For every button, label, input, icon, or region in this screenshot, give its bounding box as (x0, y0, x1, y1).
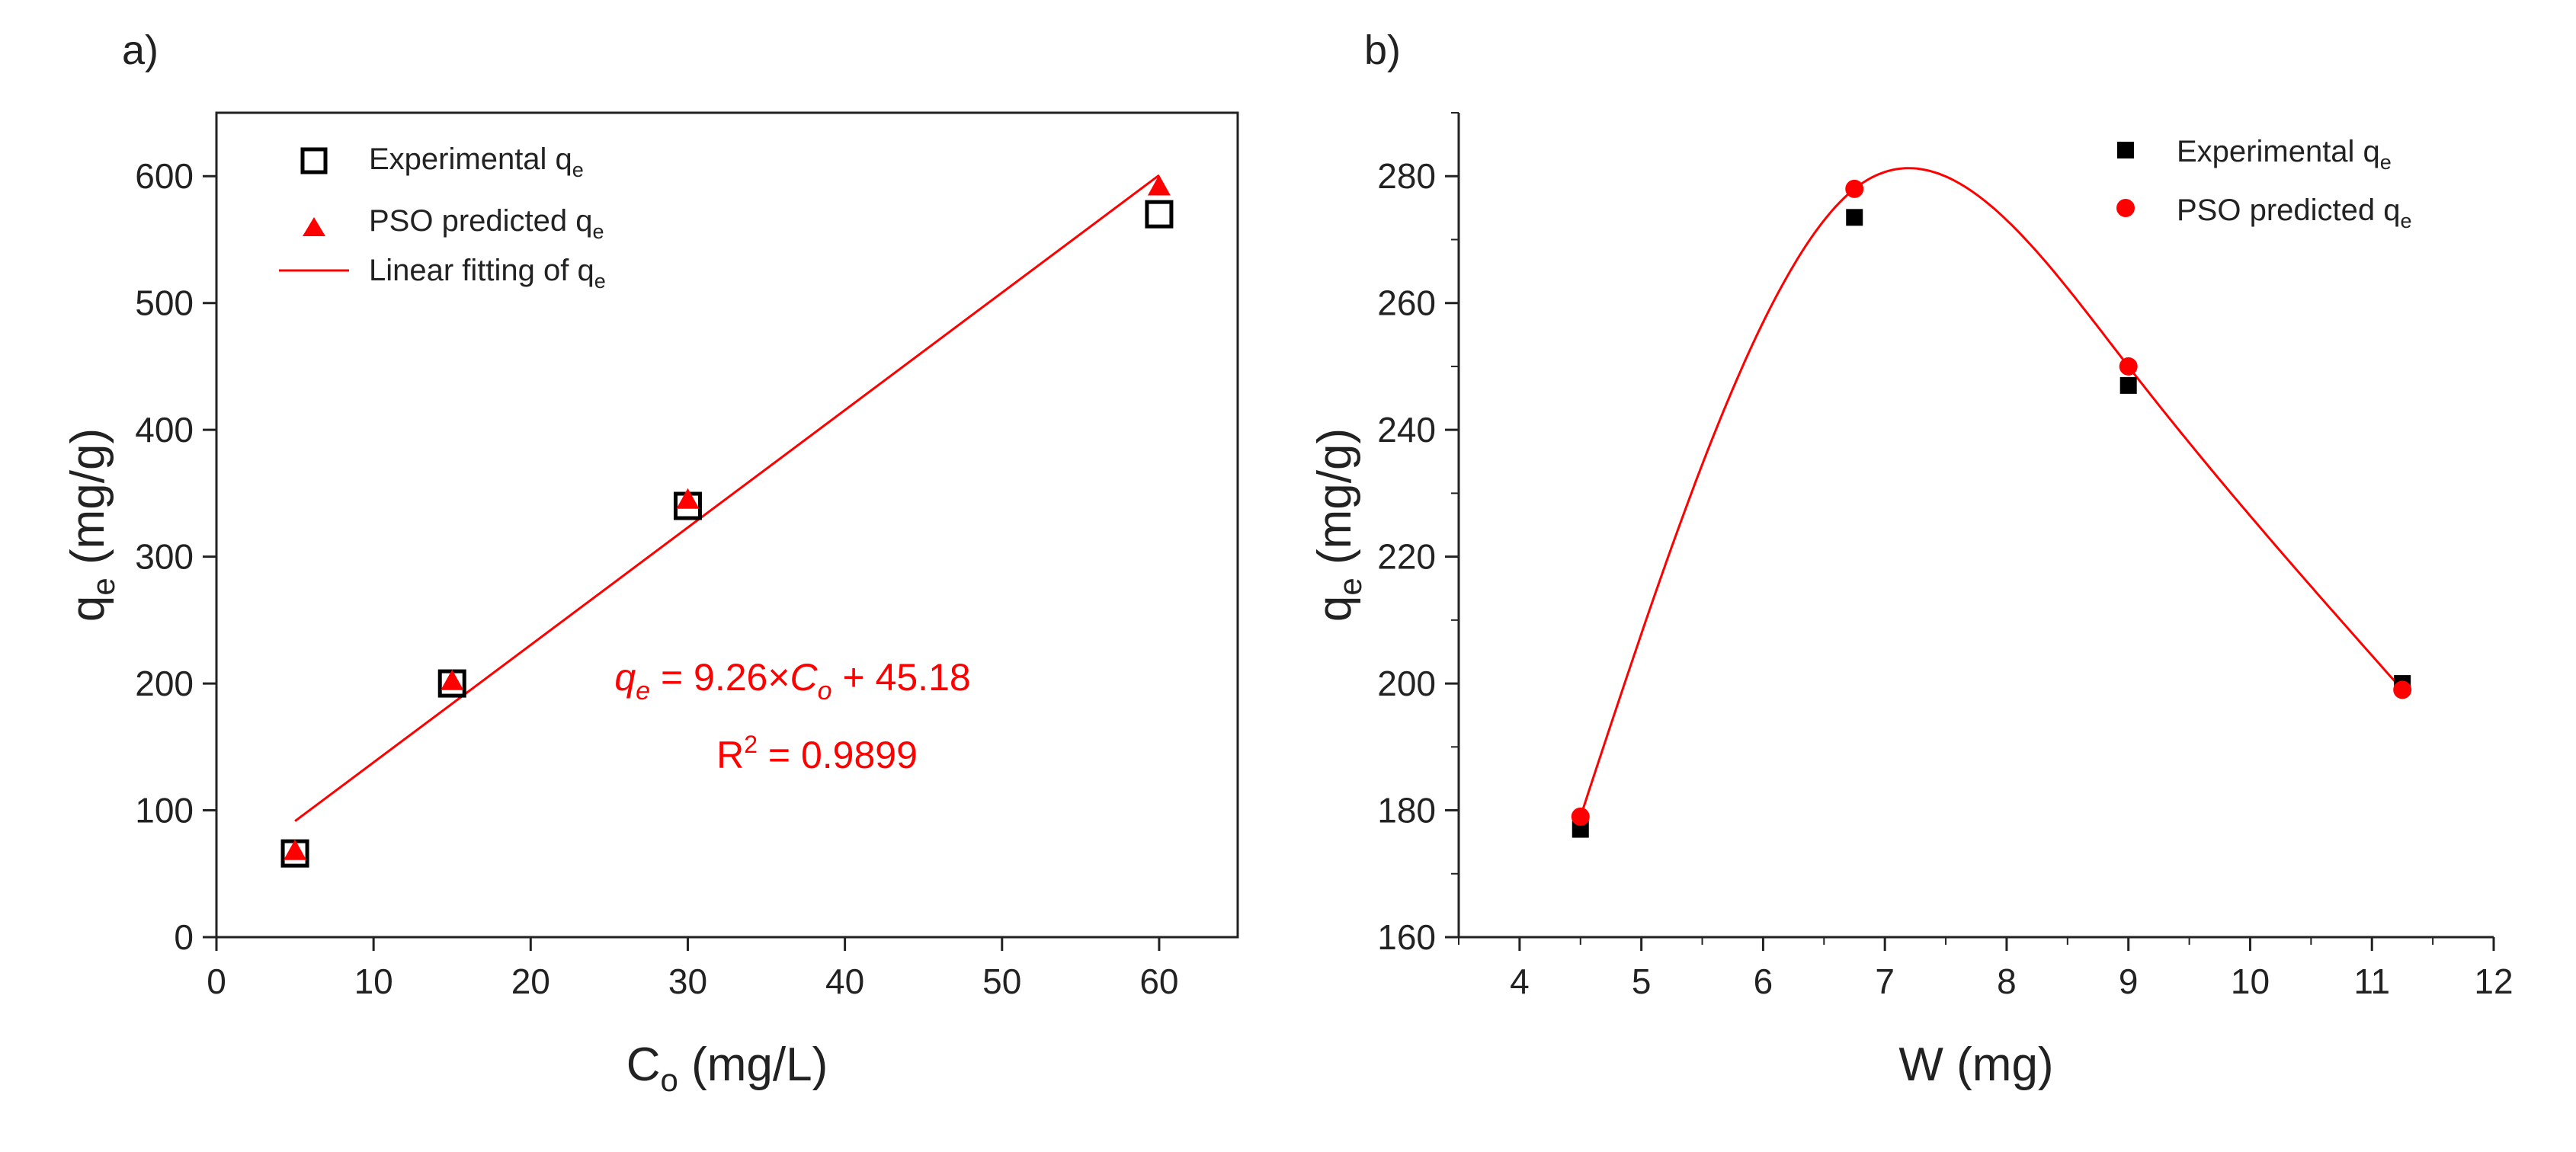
x-axis-b: 4 5 6 7 8 9 10 11 12 (1458, 937, 2514, 1001)
legend-marker-pso-b (2116, 199, 2135, 217)
point-b-experimental-2 (2119, 376, 2137, 394)
y-tick-label-b-3: 220 (1377, 537, 1436, 577)
legend-label-experimental-a: Experimental qe (369, 142, 584, 181)
x-tick-label-b-5: 9 (2119, 962, 2139, 1001)
point-b-experimental-0 (1572, 821, 1589, 838)
y-tick-label-a-1: 100 (135, 791, 194, 830)
point-b-pso-2 (2119, 357, 2138, 376)
y-tick-label-b-2: 200 (1377, 664, 1436, 703)
point-a-experimental-3 (1145, 200, 1174, 229)
y-tick-label-b-6: 280 (1377, 156, 1436, 196)
y-tick-label-b-5: 260 (1377, 283, 1436, 323)
y-tick-label-a-6: 600 (135, 156, 194, 196)
y-axis-a: 0 100 200 300 400 500 600 (135, 156, 216, 957)
y-tick-label-a-4: 400 (135, 410, 194, 450)
point-a-pso-3 (1147, 174, 1171, 196)
x-tick-label-b-6: 10 (2231, 962, 2270, 1001)
point-a-pso-1 (441, 669, 464, 690)
legend-marker-experimental-b (2117, 142, 2134, 158)
x-tick-label-b-3: 7 (1875, 962, 1895, 1001)
y-tick-label-b-0: 160 (1377, 917, 1436, 957)
fit-curve (1579, 167, 2404, 818)
point-a-pso-0 (284, 839, 307, 860)
legend-b: Experimental qe PSO predicted qe (2116, 135, 2412, 232)
x-tick-label-a-2: 20 (511, 962, 550, 1001)
data-points-a (280, 174, 1174, 868)
plot-frame-a (215, 111, 1239, 939)
y-tick-label-a-5: 500 (135, 283, 194, 323)
x-tick-label-b-4: 8 (1997, 962, 2017, 1001)
x-tick-label-a-6: 60 (1139, 962, 1178, 1001)
y-axis-b: 160 180 200 220 240 260 280 (1377, 112, 1459, 957)
fit-curve-b (1579, 167, 2404, 818)
x-tick-label-b-1: 5 (1632, 962, 1652, 1001)
x-tick-label-a-3: 30 (668, 962, 707, 1001)
point-a-pso-2 (676, 488, 700, 509)
panel-a: a) 0 10 20 30 40 50 60 0 100 200 300 400 500 600 Co … (62, 27, 1239, 1098)
data-points-b (1571, 179, 2412, 838)
y-tick-label-a-0: 0 (174, 917, 194, 957)
point-b-experimental-1 (1846, 209, 1863, 226)
r-squared-a: R2 = 0.9899 (716, 731, 918, 776)
legend-label-experimental-b: Experimental qe (2177, 135, 2392, 174)
y-tick-label-a-3: 300 (135, 537, 194, 577)
x-tick-label-a-4: 40 (825, 962, 864, 1001)
fit-equation-a: qe = 9.26×Co + 45.18 (614, 656, 970, 706)
x-axis-label-b: W (mg) (1898, 1038, 2053, 1091)
legend-marker-pso-a (303, 217, 325, 236)
x-tick-label-b-8: 12 (2474, 962, 2513, 1001)
legend-label-pso-a: PSO predicted qe (369, 204, 604, 243)
fit-line (294, 174, 1160, 822)
legend-marker-experimental-a (300, 147, 328, 174)
x-tick-label-b-2: 6 (1754, 962, 1773, 1001)
point-b-pso-0 (1571, 807, 1590, 826)
legend-a: Experimental qe PSO predicted qe Linear … (279, 142, 606, 293)
y-tick-label-b-1: 180 (1377, 791, 1436, 830)
x-axis-label-a: Co (mg/L) (626, 1038, 828, 1098)
fit-line-a (294, 174, 1160, 822)
y-axis-label-b: qe (mg/g) (1309, 428, 1368, 622)
x-axis-a: 0 10 20 30 40 50 60 (207, 937, 1179, 1001)
x-tick-label-a-0: 0 (207, 962, 226, 1001)
y-axis-label-a: qe (mg/g) (62, 428, 121, 622)
x-tick-label-b-7: 11 (2353, 962, 2390, 1001)
point-b-pso-1 (1845, 179, 1864, 198)
panel-b: b) 4 5 6 7 8 9 10 11 12 160 180 200 220 240 260 280 W … (1309, 27, 2514, 1091)
x-tick-label-a-5: 50 (982, 962, 1021, 1001)
y-tick-label-b-4: 240 (1377, 410, 1436, 450)
point-b-pso-3 (2393, 680, 2412, 699)
x-tick-label-a-1: 10 (354, 962, 393, 1001)
panel-label-b: b) (1364, 27, 1401, 73)
legend-label-fit-a: Linear fitting of qe (369, 254, 606, 293)
y-tick-label-a-2: 200 (135, 664, 194, 703)
legend-label-pso-b: PSO predicted qe (2177, 194, 2412, 232)
x-tick-label-b-0: 4 (1510, 962, 1530, 1001)
panel-label-a: a) (122, 27, 159, 73)
